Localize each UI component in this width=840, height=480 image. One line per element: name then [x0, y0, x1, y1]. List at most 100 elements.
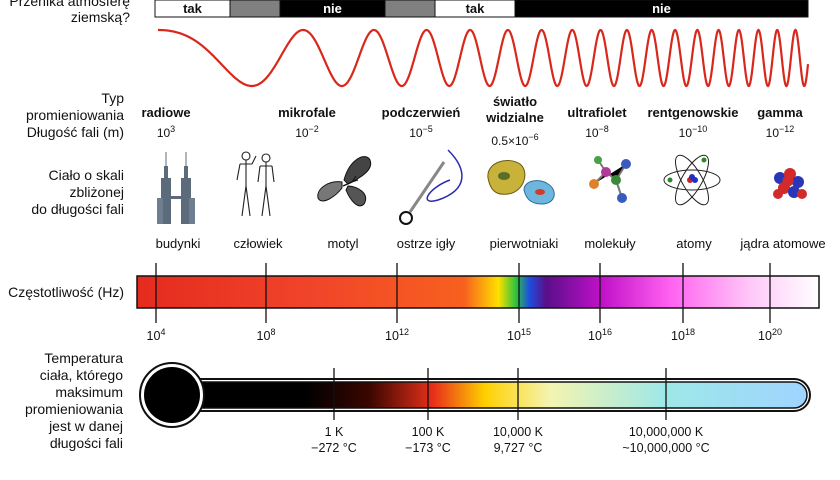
radiation-type-name: światło: [493, 94, 537, 109]
radiation-wavelength: 10−5: [409, 124, 433, 140]
scale-label-line1: Ciało o skali: [49, 167, 124, 183]
temperature-tick-kelvin: 1 K: [325, 425, 344, 439]
scale-object-label: jądra atomowe: [739, 236, 825, 251]
radiation-wavelength-exp: −12: [779, 124, 794, 134]
scale-object-label: pierwotniaki: [490, 236, 559, 251]
molecule-icon: [589, 156, 631, 203]
radiation-type-name: rentgenowskie: [647, 105, 738, 120]
butterfly-icon: [317, 156, 372, 207]
scale-label-line2: zbliżonej: [70, 184, 124, 200]
building-icon: [157, 152, 195, 224]
frequency-tick-label-exp: 15: [521, 327, 531, 337]
penetration-label-line2: ziemską?: [71, 9, 130, 25]
penetration-segment: [514, 0, 809, 18]
temperature-tick-celsius: −272 °C: [311, 441, 357, 455]
humans-icon: [236, 151, 275, 217]
temperature-tick-celsius: ~10,000,000 °C: [622, 441, 709, 455]
scale-object-label: motyl: [327, 236, 358, 251]
scale-label-line3: do długości fali: [31, 201, 124, 217]
radiation-type-name: gamma: [757, 105, 803, 120]
radiation-wavelength: 0.5×10−6: [491, 132, 538, 148]
radiation-type-name: mikrofale: [278, 105, 336, 120]
temperature-label-line: ciała, którego: [40, 367, 123, 383]
radiation-wavelength-base: 10: [157, 126, 171, 140]
temperature-tick-kelvin: 100 K: [412, 425, 445, 439]
wavelength-label: Długość fali (m): [27, 124, 124, 140]
nucleus-icon: [773, 168, 807, 199]
scale-objects: budynki człowiek motyl ostrze igły pierwotni…: [156, 236, 826, 251]
radiation-wavelength-exp: −8: [599, 124, 609, 134]
frequency-tick-label-exp: 18: [685, 327, 695, 337]
frequency-tick-label-base: 10: [588, 329, 602, 343]
radiation-wavelength-base: 10: [585, 126, 599, 140]
frequency-tick-label-base: 10: [507, 329, 521, 343]
radiation-types: radiowe103mikrofale10−2podczerwień10−5św…: [141, 94, 803, 148]
frequency-tick-label: 1016: [588, 327, 612, 343]
thermometer-tube: [162, 381, 808, 409]
wave-line: [158, 28, 810, 88]
temperature-tick-celsius: −173 °C: [405, 441, 451, 455]
radiation-type-name: ultrafiolet: [567, 105, 627, 120]
radiation-wavelength-exp: −5: [423, 124, 433, 134]
frequency-tick-label-exp: 12: [399, 327, 409, 337]
penetration-segment: [229, 0, 281, 18]
radiation-wavelength-base: 0.5×10: [491, 134, 528, 148]
frequency-label: Częstotliwość (Hz): [8, 284, 124, 300]
frequency-tick-label-base: 10: [758, 329, 772, 343]
protozoa-icon: [487, 160, 555, 205]
radiation-wavelength-base: 10: [295, 126, 309, 140]
type-label-line2: promieniowania: [26, 107, 124, 123]
temperature-label-line: promieniowania: [25, 401, 123, 417]
frequency-tick-label-base: 10: [257, 329, 271, 343]
radiation-wavelength: 10−2: [295, 124, 319, 140]
radiation-wavelength: 10−8: [585, 124, 609, 140]
radiation-type-name: podczerwień: [382, 105, 461, 120]
temperature-label-line: długości fali: [50, 435, 123, 451]
frequency-ticks: 104 108 1012 1015 1016 1018 1020: [147, 263, 782, 343]
frequency-tick-label: 108: [257, 327, 276, 343]
radiation-wavelength: 103: [157, 124, 175, 140]
frequency-tick-label-base: 10: [385, 329, 399, 343]
radiation-wavelength-base: 10: [409, 126, 423, 140]
frequency-tick-label-base: 10: [671, 329, 685, 343]
radiation-wavelength-exp: 3: [170, 124, 175, 134]
scale-object-label: budynki: [156, 236, 201, 251]
radiation-wavelength: 10−10: [679, 124, 708, 140]
temperature-tick-celsius: 9,727 °C: [494, 441, 543, 455]
radiation-wavelength-exp: −10: [692, 124, 707, 134]
frequency-bar: [136, 275, 820, 309]
frequency-tick-label-exp: 4: [160, 327, 165, 337]
penetration-label-line1: Przenika atmosferę: [9, 0, 130, 9]
needle-icon: [399, 149, 463, 225]
penetration-segment-label: nie: [652, 1, 671, 16]
radiation-wavelength-base: 10: [679, 126, 693, 140]
radiation-wavelength-exp: −2: [309, 124, 319, 134]
frequency-tick-label: 104: [147, 327, 166, 343]
temperature-tick-kelvin: 10,000 K: [493, 425, 544, 439]
temperature-ticks: 1 K −272 °C 100 K −173 °C 10,000 K 9,727 °C 10…: [311, 368, 710, 455]
penetration-segment-label: nie: [323, 1, 342, 16]
frequency-tick-label-exp: 20: [772, 327, 782, 337]
frequency-tick-label: 1012: [385, 327, 409, 343]
radiation-type-name: radiowe: [141, 105, 190, 120]
thermometer-bulb: [144, 367, 200, 423]
temperature-label-line: Temperatura: [44, 350, 123, 366]
frequency-tick-label: 1020: [758, 327, 782, 343]
atom-icon: [663, 154, 721, 206]
frequency-tick-label: 1018: [671, 327, 695, 343]
temperature-label-line: jest w danej: [48, 418, 123, 434]
scale-object-label: ostrze igły: [397, 236, 456, 251]
temperature-label-line: maksimum: [55, 384, 123, 400]
radiation-type-name-line2: widzialne: [485, 110, 544, 125]
frequency-tick-label: 1015: [507, 327, 531, 343]
penetration-segment: [384, 0, 436, 18]
scale-object-label: atomy: [676, 236, 712, 251]
type-label-line1: Typ: [101, 90, 124, 106]
temperature-tick-kelvin: 10,000,000 K: [629, 425, 704, 439]
scale-object-label: molekuły: [584, 236, 636, 251]
frequency-tick-label-exp: 8: [270, 327, 275, 337]
scale-object-label: człowiek: [233, 236, 283, 251]
penetration-segment-label: tak: [183, 1, 203, 16]
